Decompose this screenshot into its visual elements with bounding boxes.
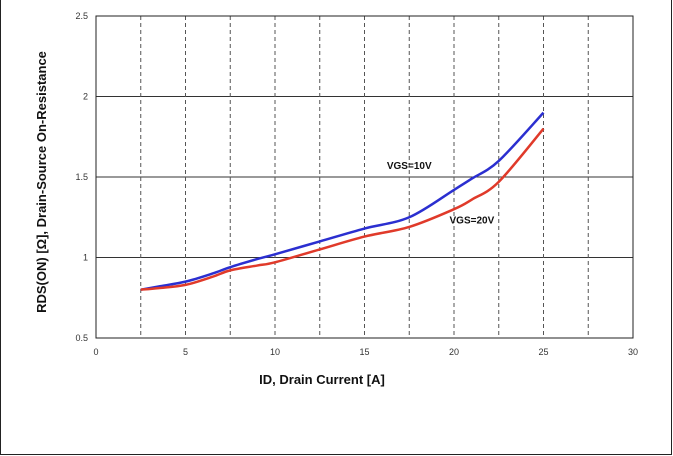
x-tick-label: 0 [93,347,98,357]
series-lines [140,111,545,291]
y-tick-label: 0.5 [75,333,88,343]
y-tick-label: 1 [83,253,88,263]
x-tick-label: 15 [359,347,369,357]
x-tick-label: 10 [270,347,280,357]
x-tick-label: 20 [449,347,459,357]
annotations: VGS=10V VGS=20V [387,161,495,227]
x-tick-label: 25 [538,347,548,357]
x-axis-title: ID, Drain Current [A] [259,372,385,387]
y-axis-title: RDS(ON) [Ω], Drain-Source On-Resistance [34,51,49,313]
series-annotation: VGS=20V [450,216,495,227]
x-tick-label: 5 [183,347,188,357]
plot-border [95,15,634,339]
y-tick-label: 2 [83,92,88,102]
series-annotation: VGS=10V [387,161,432,172]
x-tick-label: 30 [628,347,638,357]
tick-labels: 0 5 10 15 20 25 30 0.5 1 1.5 2 2.5 [75,11,638,357]
series-line-vgs-20v [140,127,545,291]
grid [96,16,633,338]
y-tick-label: 2.5 [75,11,88,21]
series-line-vgs-10v [140,111,545,291]
y-tick-label: 1.5 [75,172,88,182]
